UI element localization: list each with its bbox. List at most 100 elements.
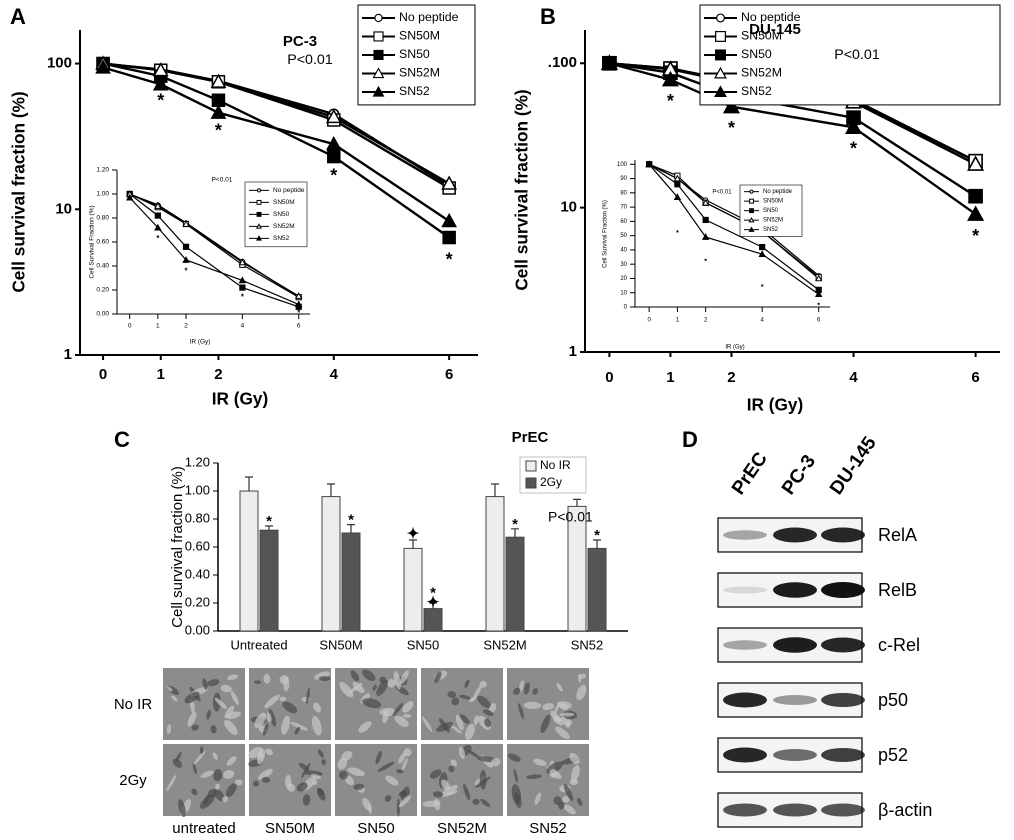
cell [213, 788, 226, 802]
marker [749, 198, 754, 204]
legend-box [244, 181, 308, 248]
cell [534, 792, 542, 805]
cell [518, 703, 524, 719]
marker [968, 188, 983, 204]
cell [296, 782, 308, 792]
cell [261, 776, 271, 783]
significance-marker: * [676, 228, 679, 237]
marker [748, 226, 755, 232]
legend-label: SN52M [763, 218, 783, 224]
cell [377, 761, 395, 772]
cell [353, 783, 365, 790]
cell [191, 724, 199, 731]
band [773, 637, 817, 653]
cell [436, 721, 454, 732]
cell [262, 723, 269, 736]
marker [749, 208, 754, 214]
cell [403, 748, 412, 757]
cell [184, 691, 200, 704]
panel-label: D [682, 427, 698, 452]
cell [518, 680, 525, 693]
band [723, 586, 767, 594]
marker [759, 243, 766, 251]
marker [702, 216, 709, 224]
cell [210, 725, 217, 734]
lane-label: PC-3 [778, 451, 820, 499]
marker [256, 235, 262, 241]
cell [553, 715, 561, 723]
cell [513, 687, 521, 695]
marker [715, 13, 726, 23]
error-bar [409, 539, 417, 549]
significance-marker: * [972, 226, 979, 246]
significance-marker: * [157, 91, 164, 111]
x-tick-label: 1 [156, 323, 160, 330]
marker [182, 256, 190, 263]
legend-swatch [525, 460, 537, 472]
column-label: SN50 [357, 820, 395, 837]
cell [225, 783, 237, 798]
cell [523, 701, 542, 710]
cell [321, 759, 326, 766]
marker [967, 205, 985, 221]
y-tick-label: 0.40 [96, 263, 109, 270]
significance-marker: * [297, 308, 301, 317]
marker [814, 274, 823, 282]
legend-label: SN50M [741, 29, 782, 43]
bar [321, 496, 341, 632]
band [773, 527, 817, 543]
protein-label: β-actin [878, 800, 932, 820]
cell [464, 679, 470, 688]
y-axis-label: Cell survival fraction (%) [169, 466, 186, 628]
y-tick-label: 0.00 [185, 622, 210, 637]
cell [433, 798, 441, 811]
marker [748, 216, 755, 223]
cell [227, 674, 239, 681]
cell [403, 714, 412, 718]
cell [398, 752, 406, 764]
cell [394, 715, 409, 728]
marker [814, 290, 823, 297]
p-value: P<0.01 [212, 177, 233, 184]
y-tick-label: 90 [620, 176, 627, 182]
cell [178, 799, 186, 818]
marker [210, 104, 227, 119]
cell [571, 765, 580, 782]
cell [432, 791, 444, 798]
protein-label: RelB [878, 580, 917, 600]
bar [259, 529, 279, 632]
y-tick-label: 40 [620, 247, 627, 253]
cell [248, 746, 263, 759]
cell [468, 750, 479, 758]
significance-marker: * [348, 512, 354, 529]
x-tick-label: 4 [330, 366, 339, 383]
cell [464, 723, 475, 740]
cell [490, 757, 501, 767]
protein-label: p52 [878, 745, 908, 765]
cell [429, 769, 442, 779]
marker [441, 175, 458, 190]
band [773, 749, 817, 761]
cell [385, 775, 399, 786]
y-tick-label: 80 [620, 190, 627, 196]
legend-label: SN52 [763, 227, 779, 233]
cell [192, 763, 197, 775]
cell [166, 724, 172, 735]
marker [256, 223, 262, 229]
marker [701, 198, 710, 206]
marker [845, 118, 863, 134]
legend-box [739, 184, 803, 237]
cell [222, 795, 229, 803]
marker [325, 108, 342, 124]
legend-label: SN50M [273, 199, 295, 206]
cell [556, 683, 563, 692]
error-bar [327, 483, 335, 497]
lane-label: PrEC [728, 448, 772, 498]
cell [199, 794, 215, 809]
marker [182, 243, 190, 250]
cell [212, 752, 218, 760]
x-axis-label: IR (Gy) [190, 339, 211, 346]
significance-marker: * [667, 91, 674, 111]
marker [239, 284, 246, 291]
legend-swatch [525, 477, 537, 489]
